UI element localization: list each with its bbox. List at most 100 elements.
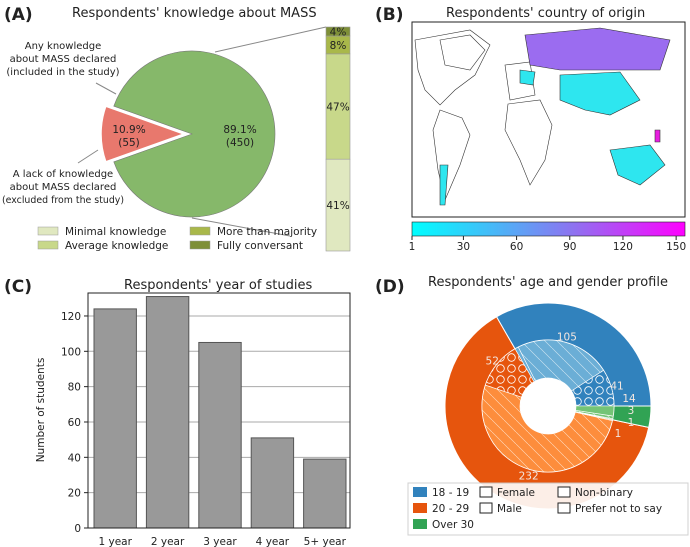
x-tick-label: 5+ year (304, 536, 347, 547)
colorbar (411, 221, 686, 237)
colorbar-tick-label: 60 (510, 241, 523, 253)
inner-ring-hatch (518, 339, 604, 391)
bar (250, 437, 295, 529)
colorbar-tick-label: 120 (613, 241, 633, 253)
annotation-line (77, 149, 99, 164)
legend-label: Male (497, 503, 522, 515)
country-australia (609, 144, 666, 186)
annotation-excluded: (excluded from the study) (2, 195, 124, 206)
count-label-included: (450) (226, 137, 254, 149)
country-asia (559, 71, 641, 116)
y-tick-label: 80 (68, 382, 81, 394)
legend-hatch-swatch (479, 486, 493, 498)
panel-label-d: (D) (375, 277, 405, 297)
legend-hatch-swatch (557, 502, 571, 514)
legend-hatch-swatch (557, 486, 571, 498)
inner-value-label: 41 (610, 381, 623, 393)
axes-frame (87, 292, 351, 529)
country-russia (524, 27, 671, 71)
legend-swatch (189, 226, 211, 236)
legend-label: Prefer not to say (575, 503, 662, 515)
legend-label: More than majority (217, 226, 317, 238)
country-chile (439, 164, 449, 206)
legend-swatch (37, 240, 59, 250)
bar (145, 296, 190, 529)
inner-value-label: 1 (628, 417, 635, 429)
stacked-segment-label: 47% (326, 102, 349, 114)
inner-value-label: 105 (557, 332, 577, 344)
legend-swatch (413, 519, 427, 529)
stacked-segment-label: 41% (326, 200, 349, 212)
bar (93, 308, 137, 529)
legend-label: Female (497, 487, 535, 499)
greenland (439, 34, 486, 71)
pie-slice-included (113, 50, 276, 218)
title-a: Respondents' knowledge about MASS (72, 6, 317, 21)
inner-ring-hatch (571, 370, 614, 406)
inner-ring-hatch (485, 348, 534, 398)
country-europe-respondents (519, 69, 536, 86)
legend-swatch (37, 226, 59, 236)
x-tick-label: 4 year (256, 536, 290, 547)
title-c: Respondents' year of studies (124, 278, 312, 293)
y-tick-label: 120 (61, 311, 81, 323)
y-axis-label: Number of students (35, 358, 47, 463)
panel-label-c: (C) (4, 277, 32, 297)
legend-label: 20 - 29 (432, 503, 469, 515)
legend-label: Non-binary (575, 487, 633, 499)
legend-label: Fully conversant (217, 240, 303, 252)
inner-value-label: 232 (519, 470, 539, 482)
colorbar-tick-label: 30 (457, 241, 470, 253)
stacked-segment-label: 4% (330, 26, 347, 38)
pie-slice-excluded (100, 105, 187, 163)
connector-line (191, 26, 327, 237)
x-tick-label: 1 year (98, 536, 132, 547)
title-d: Respondents' age and gender profile (428, 275, 668, 290)
country-philippines (654, 129, 661, 143)
inner-value-label: 14 (622, 393, 636, 405)
country-africa (504, 99, 553, 186)
stacked-segment (325, 53, 351, 160)
y-tick-label: 100 (61, 346, 81, 358)
bar (198, 341, 242, 529)
pct-label-excluded: 10.9% (112, 124, 145, 136)
title-b: Respondents' country of origin (446, 6, 645, 21)
y-tick-label: 40 (68, 452, 81, 464)
x-tick-label: 3 year (203, 536, 237, 547)
inner-ring-hatch (575, 410, 614, 419)
annotation-included: (included in the study) (6, 67, 119, 78)
legend-label: 18 - 19 (432, 487, 469, 499)
count-label-excluded: (55) (118, 137, 140, 149)
annotation-included: Any knowledge (25, 41, 101, 52)
panel-label-a: (A) (4, 5, 33, 25)
pct-label-included: 89.1% (223, 124, 256, 136)
panel-label-b: (B) (375, 5, 404, 25)
y-tick-label: 0 (74, 523, 81, 535)
bar (303, 458, 347, 529)
colorbar-tick-label: 150 (666, 241, 686, 253)
annotation-excluded: A lack of knowledge (13, 169, 113, 180)
colorbar-tick-label: 90 (563, 241, 576, 253)
stacked-segment (325, 158, 351, 252)
legend-swatch (413, 503, 427, 513)
inner-ring-segment (575, 405, 615, 417)
x-tick-label: 2 year (151, 536, 185, 547)
annotation-included: about MASS declared (10, 54, 117, 65)
inner-ring-hatch (482, 385, 613, 472)
legend-swatch (413, 487, 427, 497)
inner-value-label: 52 (486, 355, 499, 367)
legend-swatch (189, 240, 211, 250)
legend-label: Minimal knowledge (65, 226, 166, 238)
legend-box (407, 482, 689, 536)
legend-label: Over 30 (432, 519, 474, 531)
stacked-segment-label: 8% (330, 40, 347, 52)
annotation-excluded: about MASS declared (10, 182, 117, 193)
stacked-segment (325, 26, 351, 37)
inner-value-label: 3 (628, 405, 635, 417)
legend-label: Average knowledge (65, 240, 168, 252)
colorbar-tick-label: 1 (409, 241, 416, 253)
y-tick-label: 20 (68, 488, 81, 500)
annotation-line (95, 82, 117, 95)
